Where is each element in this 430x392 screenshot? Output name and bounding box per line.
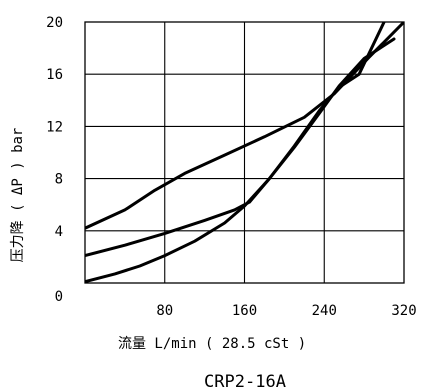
y-tick-label-3: 12 [46, 119, 63, 135]
y-tick-labels: 0 4 8 12 16 20 [46, 15, 63, 305]
series-line-1 [85, 22, 404, 230]
grid [85, 22, 404, 283]
x-tick-label-3: 240 [312, 303, 337, 319]
series-line-3 [85, 22, 386, 283]
series-group [85, 22, 404, 283]
x-tick-label-4: 320 [391, 303, 416, 319]
plot-frame [84, 21, 405, 284]
y-tick-label-1: 4 [55, 224, 63, 240]
y-tick-label-0: 0 [55, 289, 63, 305]
x-tick-labels: 80 160 240 320 [156, 303, 416, 319]
x-tick-label-1: 80 [156, 303, 173, 319]
model-caption: CRP2-16A [204, 372, 286, 392]
x-axis-label: 流量 L/min ( 28.5 cSt ) [118, 336, 306, 352]
x-tick-label-2: 160 [232, 303, 257, 319]
y-tick-label-4: 16 [46, 67, 63, 83]
y-axis-label: 压力降 ( ΔP ) bar [10, 128, 26, 263]
y-tick-label-2: 8 [55, 172, 63, 188]
y-tick-label-5: 20 [46, 15, 63, 31]
